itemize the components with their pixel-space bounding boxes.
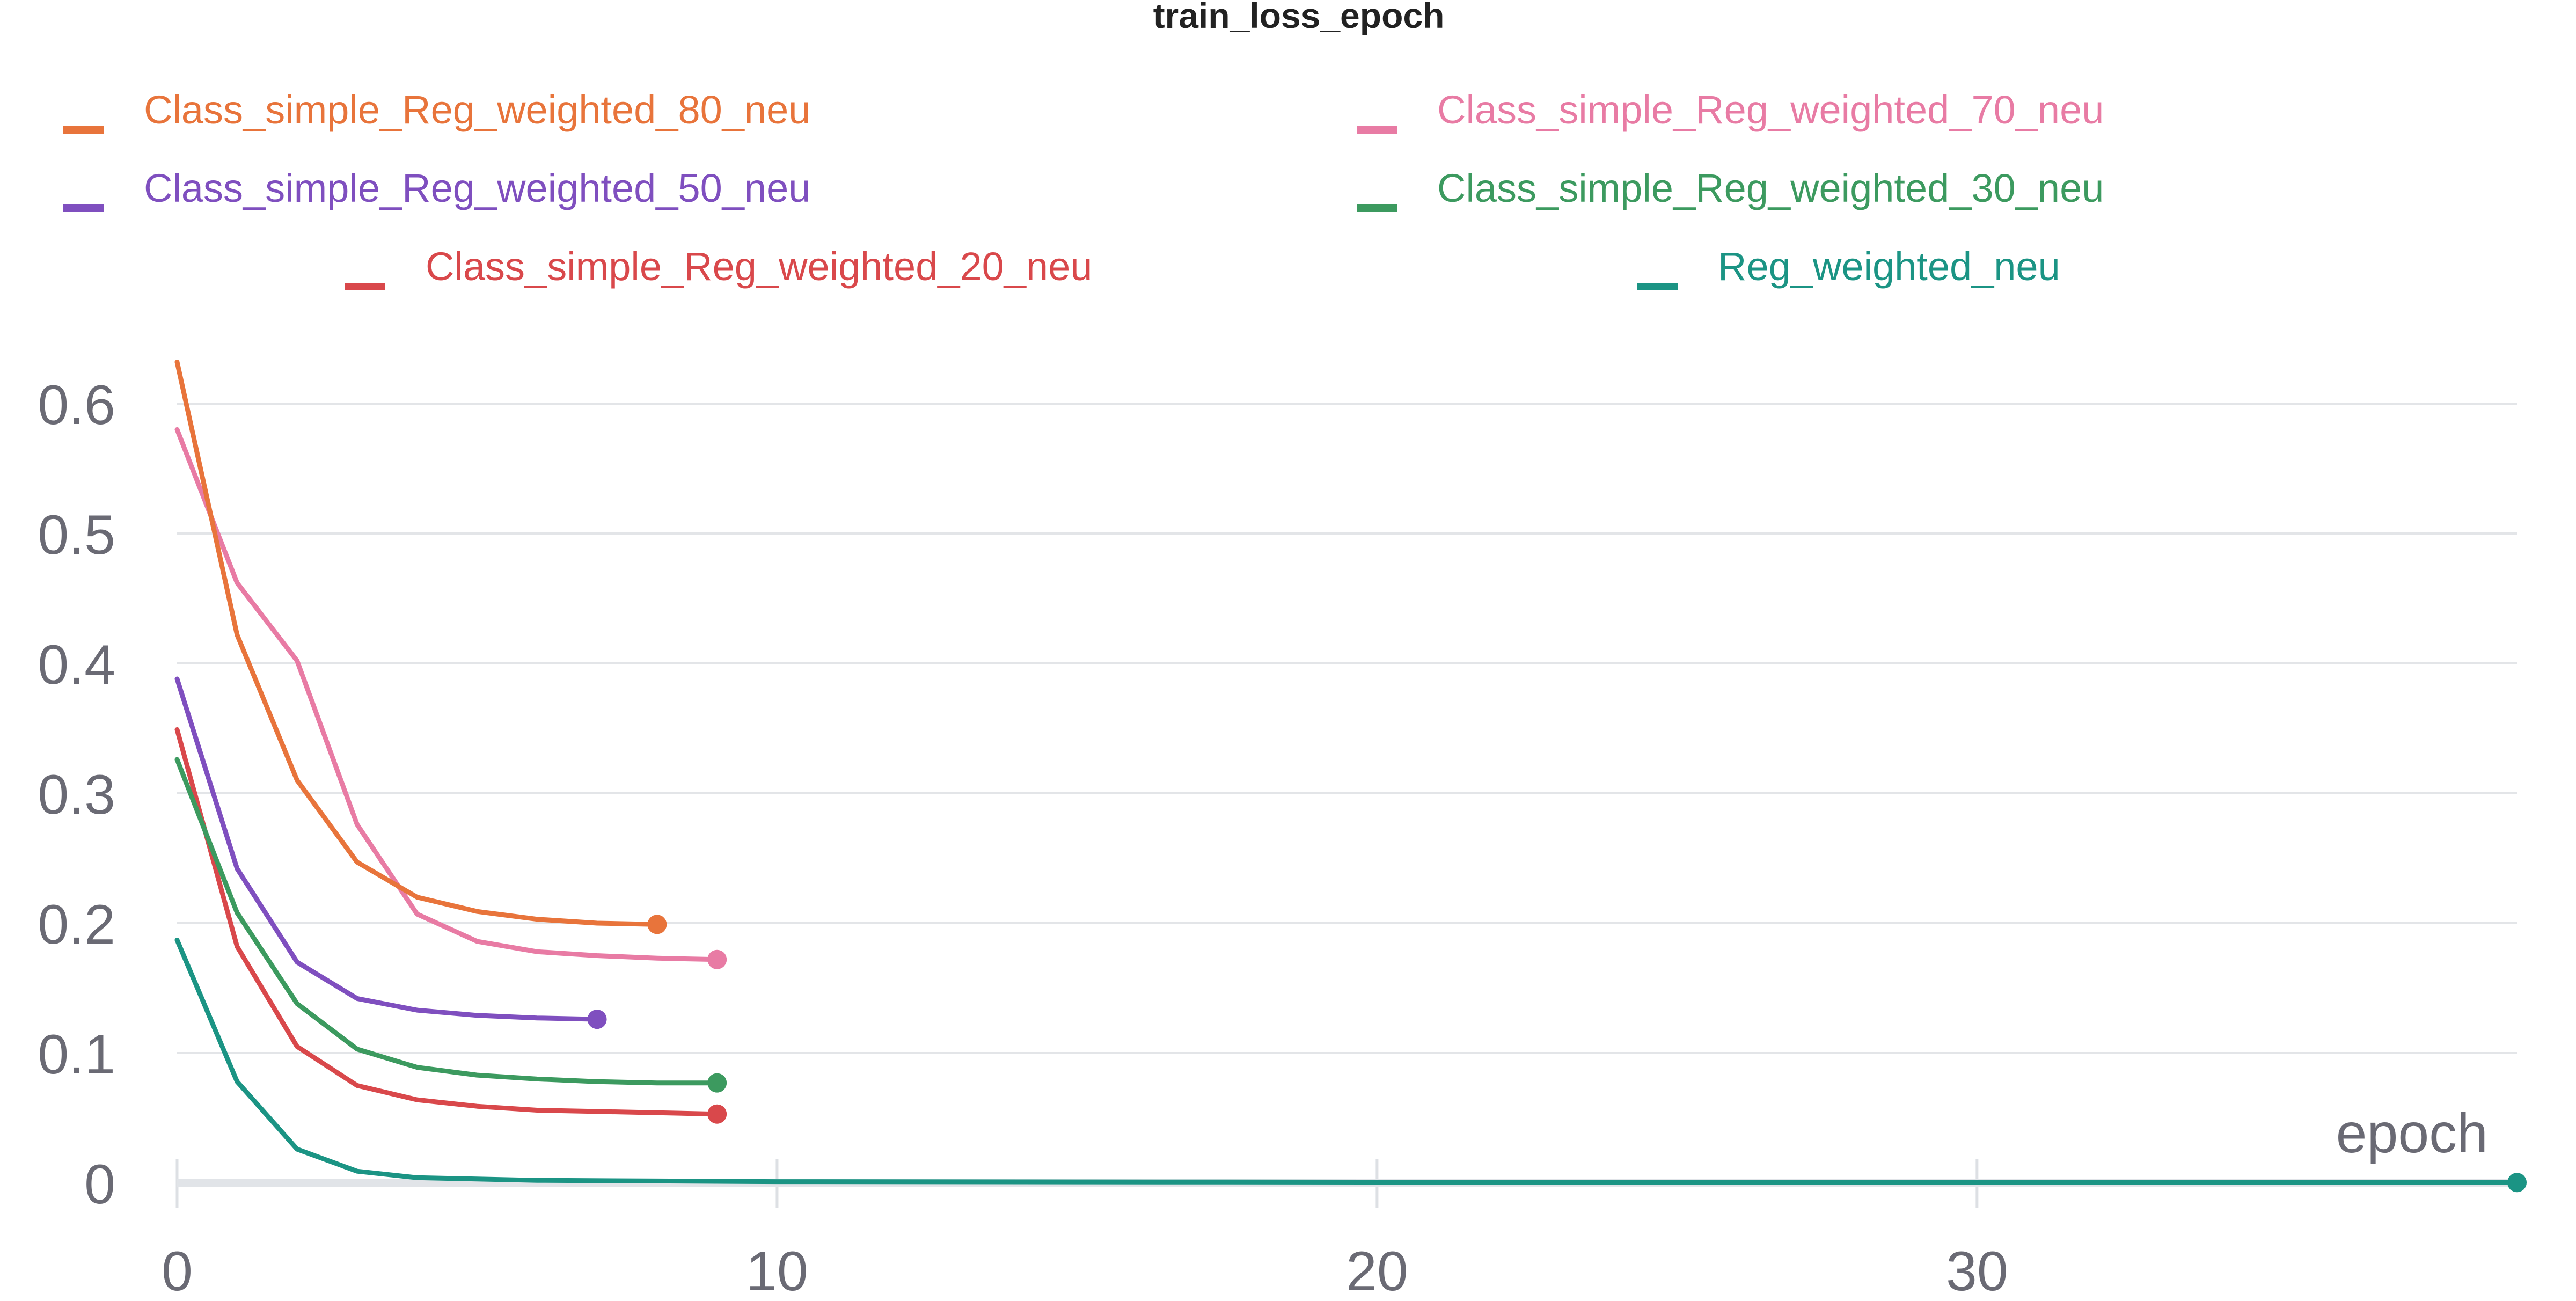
- x-tick-label: 20: [1346, 1240, 1408, 1301]
- series-group: [174, 360, 2527, 1193]
- series-end-point: [707, 949, 727, 969]
- legend-label: Class_simple_Reg_weighted_80_neu: [144, 87, 810, 132]
- grid: [177, 403, 2517, 1054]
- series-line: [174, 427, 720, 962]
- series-line: [174, 727, 720, 1117]
- legend-label: Class_simple_Reg_weighted_30_neu: [1437, 166, 2104, 210]
- series-line: [174, 360, 660, 927]
- y-tick-label: 0: [84, 1153, 115, 1216]
- axes: 0 0.1 0.2 0.3 0.4 0.5 0.6 0 10 20 30: [38, 374, 2517, 1301]
- x-tick-label: 0: [162, 1240, 193, 1301]
- y-tick-label: 0.6: [38, 374, 115, 436]
- legend-label: Class_simple_Reg_weighted_20_neu: [426, 244, 1092, 289]
- x-axis-label: epoch: [2336, 1102, 2488, 1165]
- x-tick-label: 30: [1946, 1240, 2008, 1301]
- legend: Class_simple_Reg_weighted_80_neu Class_si…: [63, 87, 2104, 290]
- legend-label: Class_simple_Reg_weighted_50_neu: [144, 166, 810, 210]
- chart-title: train_loss_epoch: [1153, 0, 1445, 35]
- series-end-point: [2507, 1173, 2527, 1193]
- x-tick-label: 10: [746, 1240, 808, 1301]
- y-tick-label: 0.3: [38, 764, 115, 826]
- series-end-point: [707, 1073, 727, 1093]
- series-end-point: [647, 915, 667, 934]
- series-end-point: [707, 1104, 727, 1124]
- y-tick-label: 0.2: [38, 894, 115, 956]
- legend-label: Class_simple_Reg_weighted_70_neu: [1437, 87, 2104, 132]
- series-line: [174, 938, 2520, 1185]
- y-tick-label: 0.4: [38, 634, 115, 696]
- y-tick-label: 0.1: [38, 1024, 115, 1086]
- series-line: [174, 757, 720, 1086]
- y-tick-label: 0.5: [38, 504, 115, 566]
- legend-label: Reg_weighted_neu: [1718, 244, 2060, 289]
- series-line: [174, 676, 600, 1022]
- series-end-point: [587, 1010, 607, 1029]
